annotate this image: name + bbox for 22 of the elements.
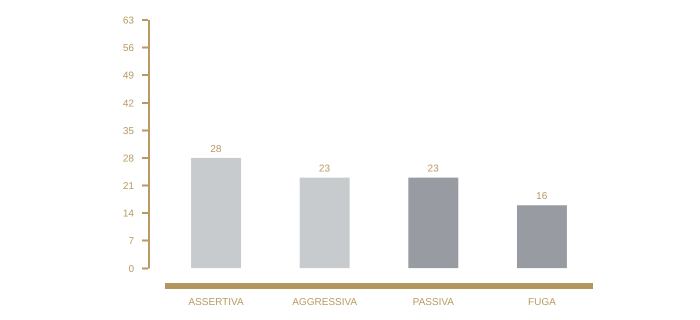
y-tick-label: 42 (122, 98, 134, 110)
data-label: 23 (318, 164, 330, 175)
y-tick-label: 0 (128, 264, 134, 275)
y-tick-label: 28 (122, 153, 134, 164)
data-label: 28 (210, 144, 222, 155)
bar (516, 205, 567, 268)
y-tick-label: 63 (122, 16, 134, 26)
bar (191, 158, 242, 268)
x-tick-label: FUGA (528, 297, 556, 308)
y-tick-label: 7 (128, 236, 134, 248)
y-tick-label: 21 (122, 181, 134, 192)
data-label: 16 (536, 191, 548, 202)
y-tick-label: 56 (122, 43, 134, 54)
bar (300, 178, 350, 268)
x-tick-label: ASSERTIVA (188, 297, 244, 308)
data-label: 23 (428, 164, 440, 175)
y-tick-label: 14 (122, 208, 134, 220)
y-tick-label: 35 (122, 126, 134, 137)
x-tick-label: AGGRESSIVA (292, 297, 358, 308)
x-tick-label: PASSIVA (412, 297, 454, 308)
bar (408, 178, 458, 268)
y-tick-label: 49 (122, 70, 134, 82)
